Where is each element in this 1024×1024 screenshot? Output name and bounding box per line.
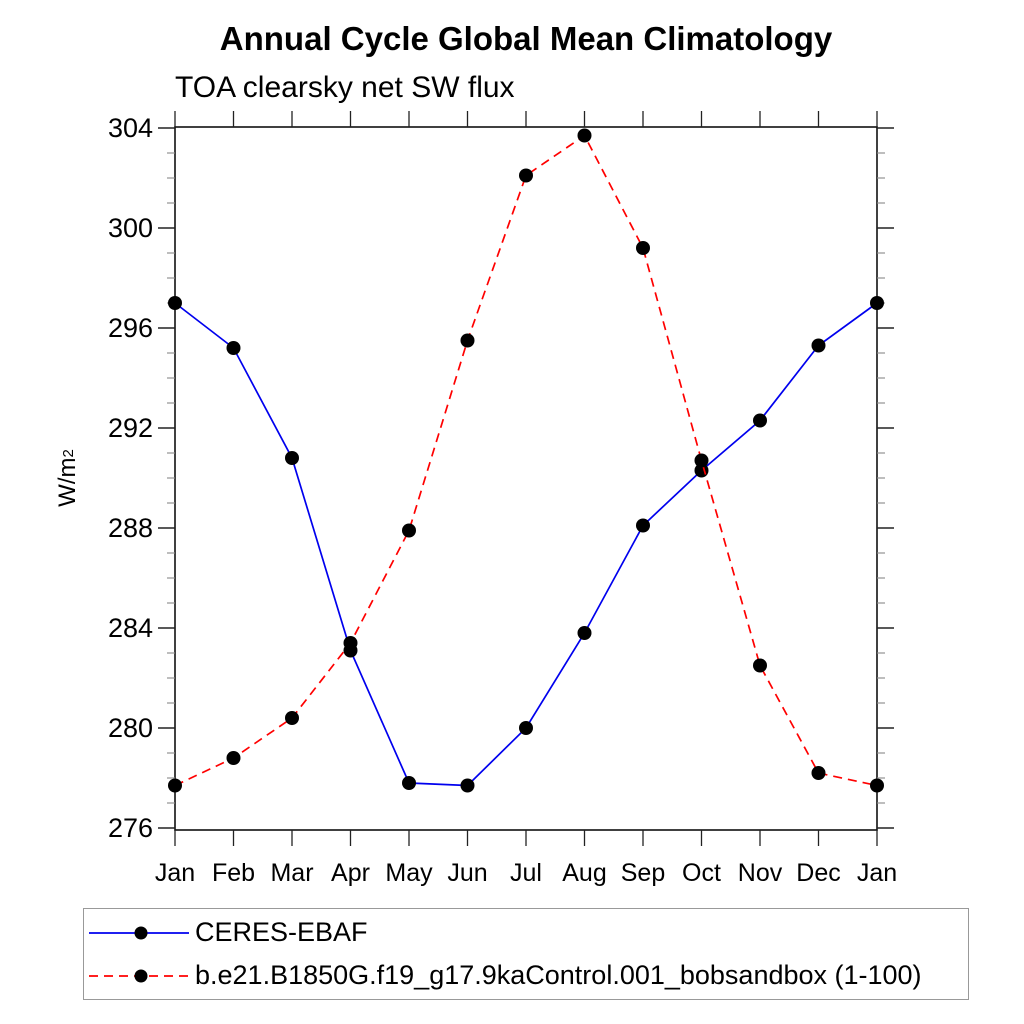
data-point-marker xyxy=(577,128,592,143)
y-tick-label: 296 xyxy=(108,313,153,343)
chart-title: Annual Cycle Global Mean Climatology xyxy=(219,20,833,57)
y-tick-label: 292 xyxy=(108,413,153,443)
x-tick-label: Dec xyxy=(796,859,840,887)
series-line-1 xyxy=(174,134,878,787)
data-point-marker xyxy=(577,626,592,640)
legend-line-sample xyxy=(89,969,189,982)
x-tick-label: Apr xyxy=(331,859,370,887)
legend-entry: b.e21.B1850G.f19_g17.9kaControl.001_bobs… xyxy=(89,955,968,997)
data-point-marker xyxy=(343,636,358,650)
x-tick-label: Aug xyxy=(562,859,606,887)
y-tick-label: 288 xyxy=(108,513,153,543)
x-tick-label: Nov xyxy=(738,859,783,887)
legend-entry-label: CERES-EBAF xyxy=(195,917,368,947)
data-point-marker xyxy=(402,776,416,790)
data-point-marker xyxy=(753,658,767,673)
legend-entry: CERES-EBAF xyxy=(89,912,968,954)
data-point-marker xyxy=(519,721,533,735)
y-tick-label: 300 xyxy=(108,213,153,243)
data-point-marker xyxy=(636,518,650,533)
y-tick-label: 280 xyxy=(108,713,153,743)
chart-subtitle: TOA clearsky net SW flux xyxy=(175,71,515,104)
legend-marker-icon xyxy=(134,926,148,939)
x-tick-label: Mar xyxy=(270,859,313,887)
legend-entry-label: b.e21.B1850G.f19_g17.9kaControl.001_bobs… xyxy=(195,960,922,990)
x-tick-label: Jul xyxy=(510,859,542,887)
data-point-marker xyxy=(402,523,416,538)
legend-marker-icon xyxy=(134,969,148,982)
data-point-marker xyxy=(168,778,182,793)
series-line-0 xyxy=(174,302,878,787)
data-point-marker xyxy=(226,341,241,355)
data-point-marker xyxy=(519,168,533,183)
data-point-marker xyxy=(870,778,884,793)
data-point-marker xyxy=(811,766,826,780)
x-tick-label: Sep xyxy=(621,859,665,887)
data-point-marker xyxy=(168,296,182,310)
data-point-marker xyxy=(870,296,884,310)
data-point-marker xyxy=(811,338,826,353)
data-point-marker xyxy=(694,453,709,468)
x-tick-label: Jan xyxy=(857,859,897,887)
legend-line-sample xyxy=(89,926,189,939)
y-tick-label: 304 xyxy=(108,113,153,143)
data-point-marker xyxy=(460,333,475,348)
data-point-marker xyxy=(753,413,767,428)
x-tick-label: Jan xyxy=(155,859,195,887)
y-tick-label: 284 xyxy=(108,613,153,643)
data-point-marker xyxy=(285,711,299,725)
x-tick-label: Feb xyxy=(212,859,255,887)
x-tick-label: May xyxy=(385,859,433,887)
x-tick-label: Oct xyxy=(682,859,721,887)
data-point-marker xyxy=(636,241,650,255)
data-point-marker xyxy=(460,778,475,793)
legend-box: CERES-EBAF b.e21.B1850G.f19_g17.9kaContro… xyxy=(83,908,969,1000)
data-point-marker xyxy=(285,451,299,465)
y-tick-label: 276 xyxy=(108,813,153,843)
data-point-marker xyxy=(226,751,241,765)
x-tick-label: Jun xyxy=(447,859,487,887)
